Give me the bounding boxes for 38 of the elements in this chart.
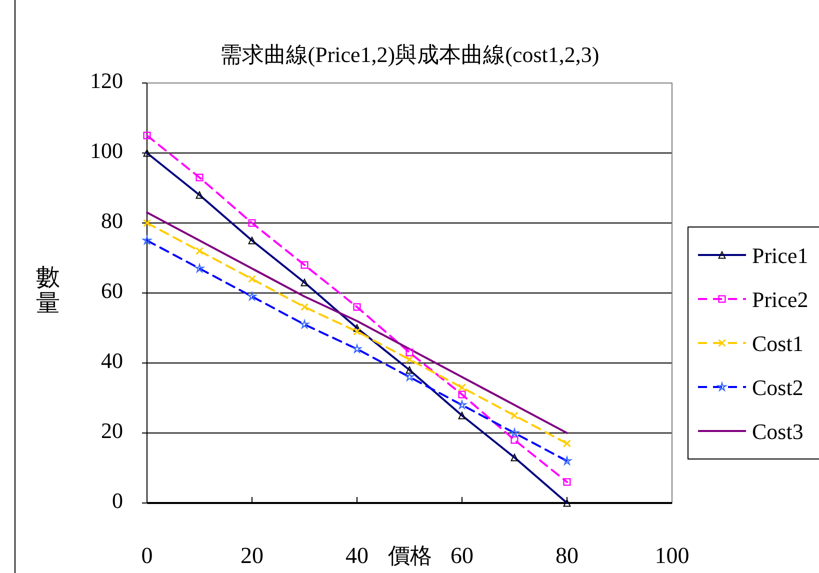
legend-label: Cost1 [752,331,804,356]
point [196,247,204,255]
point [406,348,414,356]
point [143,132,151,140]
x-tick-label: 40 [346,543,368,568]
y-tick-label: 40 [101,348,123,373]
legend-label: Price2 [752,287,808,312]
point [406,356,414,364]
point [353,328,361,336]
x-tick-label: 60 [450,543,474,568]
point [510,436,518,444]
x-tick-label: 80 [556,543,578,568]
point [196,174,204,182]
legend-label: Cost3 [752,419,804,444]
point [300,303,308,311]
y-tick-label: 100 [90,138,123,163]
x-tick-label: 20 [240,543,264,568]
y-tick-label: 20 [101,418,123,443]
point [563,440,571,448]
point [510,412,518,420]
x-tick-label: 0 [141,543,153,568]
point [300,261,308,269]
point [353,303,361,311]
y-tick-label: 60 [101,278,123,303]
point [458,384,466,392]
x-axis-title: 價格 [388,543,432,568]
y-axis-title: 數量 [36,265,60,317]
y-tick-label: 0 [112,488,123,513]
y-tick-label: 120 [90,68,123,93]
legend-label: Cost2 [752,375,804,400]
point [248,219,256,227]
x-tick-label: 100 [654,543,690,568]
legend-label: Price1 [752,243,808,268]
y-tick-label: 80 [101,208,123,233]
point [248,275,256,283]
chart-title: 需求曲線(Price1,2)與成本曲線(cost1,2,3) [220,42,600,67]
point [563,478,571,486]
point [458,390,466,398]
